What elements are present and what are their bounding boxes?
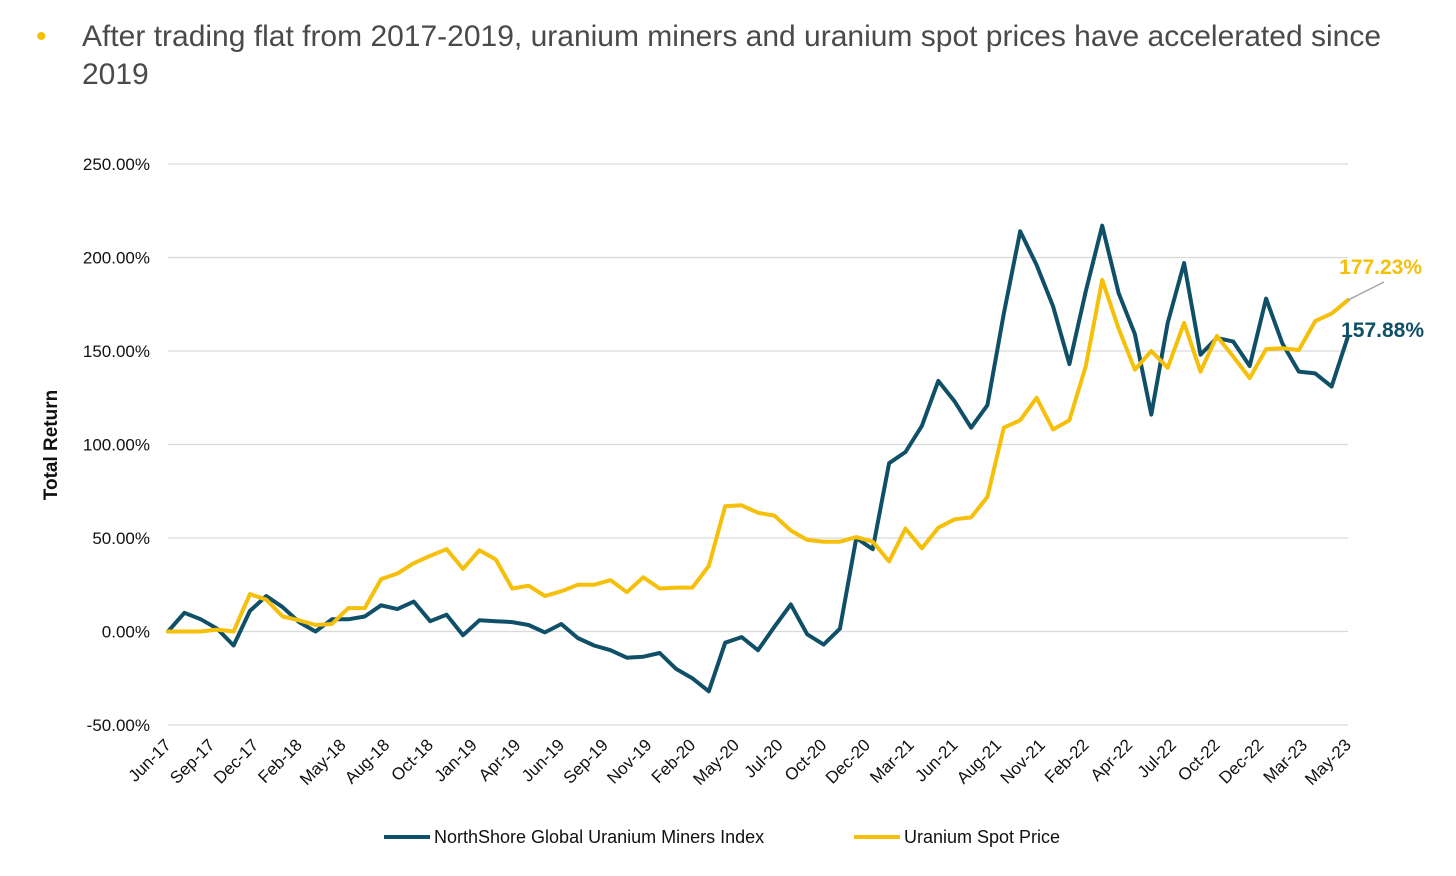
x-tick-label: Jul-22 (1134, 735, 1180, 781)
x-tick-label: Oct-18 (388, 735, 438, 785)
y-tick-label: 50.00% (92, 529, 150, 548)
x-tick-label: Feb-20 (648, 735, 700, 787)
y-axis-label: Total Return (41, 390, 62, 500)
x-tick-label: Dec-20 (822, 735, 874, 787)
y-tick-label: 100.00% (83, 436, 150, 455)
x-tick-label: Feb-22 (1041, 735, 1093, 787)
x-tick-label: Apr-22 (1087, 735, 1137, 785)
x-tick-label: Jun-19 (518, 735, 568, 785)
y-axis-ticks: -50.00% 0.00% 50.00% 100.00% 150.00% 200.00% 2… (83, 155, 150, 735)
gridlines (168, 163, 1348, 726)
headline-text: After trading flat from 2017-2019, urani… (82, 20, 1382, 91)
y-tick-label: 0.00% (102, 623, 150, 642)
x-tick-label: Mar-21 (866, 735, 918, 787)
x-tick-label: May-18 (296, 735, 350, 789)
legend-miners-label: NorthShore Global Uranium Miners Index (434, 827, 764, 847)
y-tick-label: 150.00% (83, 342, 150, 361)
x-tick-label: Mar-23 (1260, 735, 1312, 787)
spot-price-line (166, 277, 1350, 634)
x-tick-label: Apr-19 (475, 735, 525, 785)
x-tick-label: Sep-19 (560, 735, 612, 787)
legend: NorthShore Global Uranium Miners Index Ur… (384, 827, 1060, 847)
x-tick-label: Nov-19 (603, 735, 655, 787)
series-lines (166, 223, 1350, 694)
x-tick-label: Aug-21 (953, 735, 1005, 787)
x-tick-label: Jun-17 (125, 735, 175, 785)
x-tick-label: Sep-17 (166, 735, 218, 787)
x-tick-label: Dec-22 (1215, 735, 1267, 787)
y-tick-label: -50.00% (87, 716, 150, 735)
y-tick-label: 200.00% (83, 249, 150, 268)
y-tick-label: 250.00% (83, 155, 150, 174)
spot-label-leader (1347, 281, 1385, 301)
x-tick-label: Oct-22 (1174, 735, 1224, 785)
x-tick-label: Feb-18 (254, 735, 306, 787)
bullet-dot-icon: • (36, 20, 47, 53)
headline-bullet: • After trading flat from 2017-2019, ura… (36, 18, 1426, 94)
x-axis-ticks: Jun-17Sep-17Dec-17Feb-18May-18Aug-18Oct-… (125, 735, 1355, 789)
x-tick-label: Jun-21 (911, 735, 961, 785)
miners-index-line (166, 223, 1350, 694)
x-tick-label: Jan-19 (431, 735, 481, 785)
end-value-labels: 177.23% 157.88% (1339, 256, 1424, 342)
x-tick-label: Nov-21 (997, 735, 1049, 787)
miners-end-label: 157.88% (1341, 319, 1424, 342)
spot-end-label: 177.23% (1339, 256, 1422, 279)
x-tick-label: Jul-20 (740, 735, 786, 781)
legend-spot-label: Uranium Spot Price (904, 827, 1060, 847)
x-tick-label: May-23 (1301, 735, 1355, 789)
x-tick-label: Aug-18 (341, 735, 393, 787)
x-tick-label: Oct-20 (781, 735, 831, 785)
x-tick-label: May-20 (689, 735, 743, 789)
x-tick-label: Dec-17 (210, 735, 262, 787)
